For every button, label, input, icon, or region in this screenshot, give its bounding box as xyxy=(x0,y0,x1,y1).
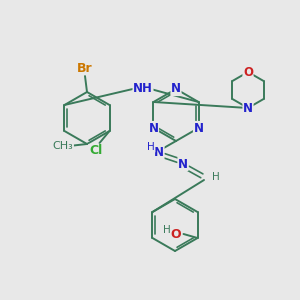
Text: N: N xyxy=(194,122,203,134)
Text: NH: NH xyxy=(133,82,153,94)
Text: Br: Br xyxy=(77,61,93,74)
Text: H: H xyxy=(147,142,155,152)
Text: O: O xyxy=(243,65,253,79)
Text: H: H xyxy=(163,225,170,235)
Text: Cl: Cl xyxy=(89,145,102,158)
Text: CH₃: CH₃ xyxy=(52,141,74,151)
Text: N: N xyxy=(148,122,158,134)
Text: N: N xyxy=(243,101,253,115)
Text: H: H xyxy=(212,172,220,182)
Text: O: O xyxy=(170,227,181,241)
Text: N: N xyxy=(171,82,181,95)
Text: N: N xyxy=(178,158,188,170)
Text: N: N xyxy=(154,146,164,158)
